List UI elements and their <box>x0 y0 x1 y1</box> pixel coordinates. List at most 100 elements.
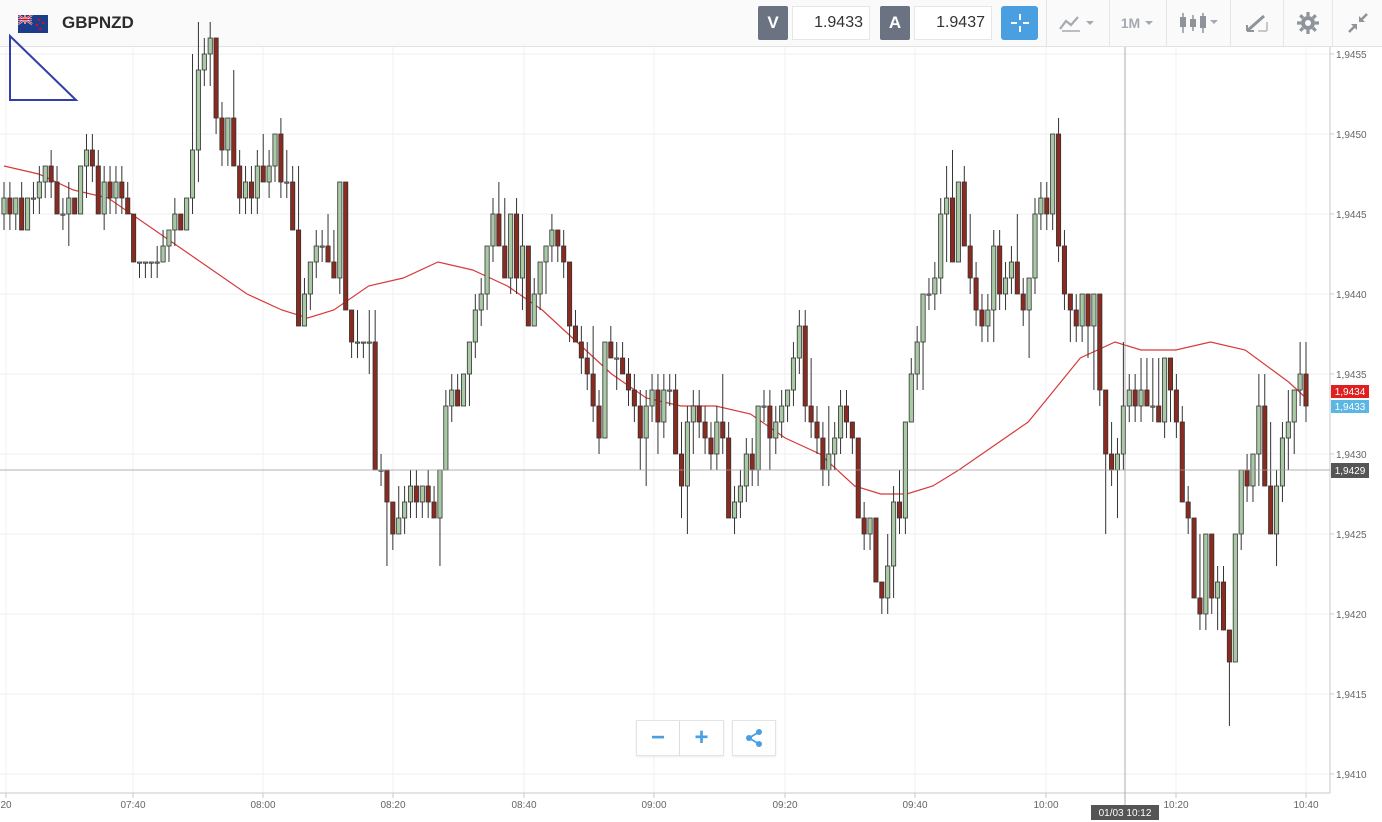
candle <box>508 213 514 294</box>
candle <box>708 422 714 470</box>
candle <box>254 150 260 214</box>
candle <box>967 214 973 294</box>
candle-body <box>178 213 184 231</box>
candle-body <box>113 181 119 199</box>
drawing-tools-icon <box>1246 14 1268 33</box>
candle-body <box>89 149 95 167</box>
candle-body <box>849 421 855 439</box>
candle-body <box>402 501 408 519</box>
candle-body <box>48 165 54 183</box>
candle <box>1026 277 1032 358</box>
candle <box>60 198 66 230</box>
candle-body <box>737 485 743 503</box>
candle <box>1162 357 1168 438</box>
candle-body <box>366 341 372 344</box>
candlestick-type-button[interactable] <box>1166 0 1229 46</box>
y-tick-label: 1,9445 <box>1336 210 1367 221</box>
timeframe-dropdown[interactable]: 1M <box>1109 0 1166 46</box>
candle-body <box>1050 133 1056 215</box>
candle-body <box>567 261 573 327</box>
candle <box>407 470 414 518</box>
candle <box>1014 214 1020 295</box>
crosshair-button[interactable] <box>1001 6 1038 40</box>
x-tick-label: 09:40 <box>902 800 927 811</box>
candle-body <box>773 421 779 439</box>
candle-body <box>802 325 808 407</box>
share-icon <box>746 729 762 747</box>
triangle-drawing[interactable] <box>9 33 79 101</box>
candle <box>278 118 284 198</box>
candle <box>195 22 201 182</box>
candle-body <box>1008 261 1014 279</box>
zoom-in-button[interactable]: + <box>680 720 724 756</box>
candle <box>78 165 84 215</box>
candle-body <box>1285 421 1291 439</box>
candle-body <box>1244 469 1250 487</box>
candle <box>785 389 791 422</box>
candle-body <box>649 389 655 407</box>
candle <box>284 150 290 198</box>
candle <box>478 278 484 326</box>
drawing-tools-button[interactable] <box>1230 0 1283 46</box>
candle-body <box>190 149 196 199</box>
candle-body <box>861 517 867 535</box>
chevron-down-icon <box>1145 21 1154 25</box>
candle <box>696 390 702 438</box>
share-button[interactable] <box>732 720 776 756</box>
candle-body <box>1209 533 1215 599</box>
y-tick-label: 1,9410 <box>1336 770 1367 781</box>
candle-body <box>296 229 302 327</box>
candle <box>1232 533 1238 663</box>
timeframe-label: 1M <box>1120 15 1141 31</box>
candle-body <box>855 437 861 519</box>
candle <box>761 390 767 422</box>
ask-label[interactable]: A <box>880 6 910 40</box>
candle <box>737 470 743 518</box>
candle <box>396 486 402 535</box>
candle-body <box>1020 293 1026 311</box>
candle-body <box>1238 469 1244 535</box>
candle-body <box>254 165 260 199</box>
candle-body <box>1291 389 1297 423</box>
candle-body <box>820 437 826 471</box>
candle-body <box>1026 277 1032 311</box>
x-axis-ticks: 20 07:40 08:00 08:20 08:40 09:00 09:20 09:40 10:… <box>0 793 1319 811</box>
collapse-button[interactable] <box>1332 0 1382 46</box>
candle <box>1067 293 1073 342</box>
candle <box>160 230 166 263</box>
candle <box>790 342 796 406</box>
candle <box>119 166 125 214</box>
chart-type-button[interactable] <box>1046 0 1109 46</box>
bid-label[interactable]: V <box>758 6 788 40</box>
candle-body <box>30 197 36 200</box>
candle-body <box>726 437 732 519</box>
candle <box>136 261 143 278</box>
bid-value[interactable]: 1.9433 <box>792 6 870 40</box>
candle-body <box>1185 501 1191 519</box>
settings-button[interactable] <box>1283 0 1332 46</box>
candle-body <box>938 213 944 279</box>
x-tick-label: 08:40 <box>511 800 536 811</box>
candle <box>814 406 820 454</box>
candle <box>83 134 90 198</box>
ask-value[interactable]: 1.9437 <box>914 6 992 40</box>
candle <box>1285 390 1291 470</box>
candle <box>201 38 207 86</box>
candle <box>631 374 637 422</box>
candle <box>655 374 661 454</box>
candle <box>914 326 920 390</box>
candle-body <box>272 133 278 167</box>
candle-body <box>749 453 755 471</box>
candle-body <box>944 197 950 215</box>
candle-body <box>13 197 19 215</box>
candle <box>1061 230 1067 310</box>
bid-quote[interactable]: V 1.9433 <box>758 0 870 46</box>
ask-quote[interactable]: A 1.9437 <box>880 0 992 46</box>
candle-body <box>1232 533 1238 663</box>
zoom-out-button[interactable]: − <box>636 720 680 756</box>
y-tick-label: 1,9450 <box>1336 130 1367 141</box>
candle-body <box>319 245 325 248</box>
candle <box>602 341 608 439</box>
candle-body <box>207 37 213 55</box>
